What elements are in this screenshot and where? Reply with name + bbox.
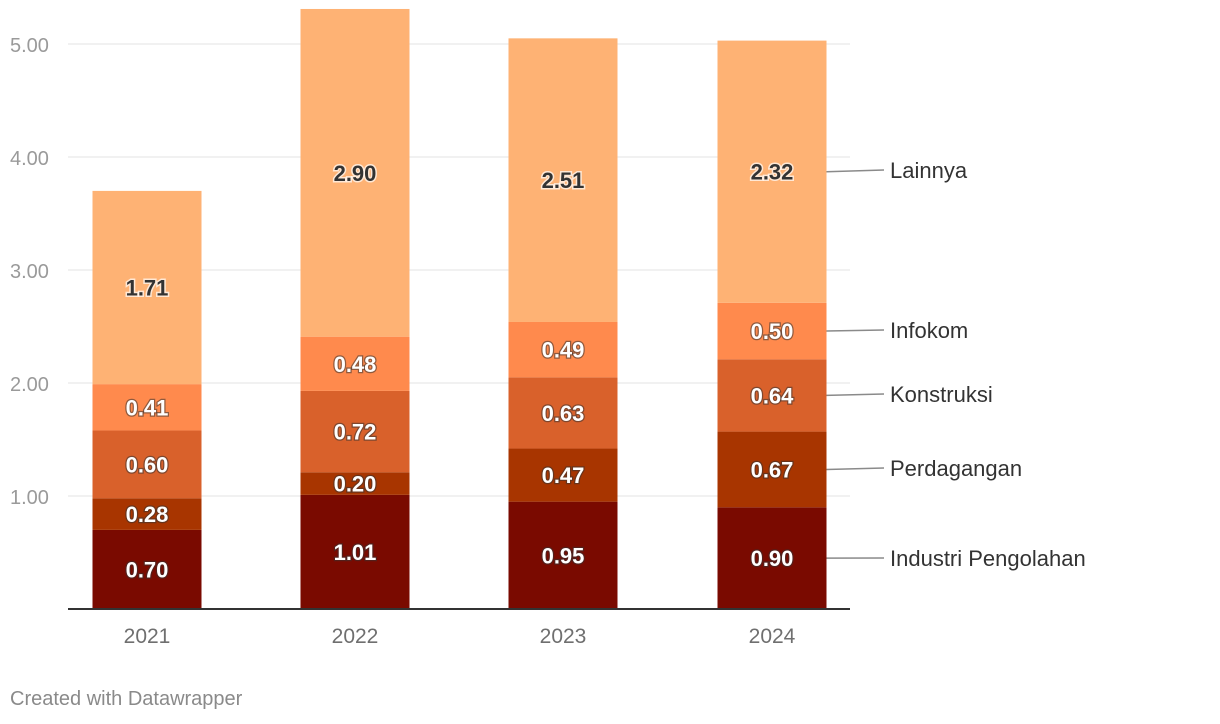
data-label: 0.28 (126, 502, 169, 527)
bar-segment-lainnya-2023 (508, 38, 618, 322)
bar-segment-infokom-2021 (92, 384, 202, 431)
bar-segment-konstruksi-2021 (92, 430, 202, 499)
legend-leader-line (826, 467, 885, 471)
data-label: 0.60 (126, 452, 169, 477)
x-tick-label: 2023 (540, 625, 587, 648)
bar-segment-industri-pengolahan-2024 (717, 507, 827, 609)
x-tick-label: 2021 (124, 625, 171, 648)
data-label: 0.90 (751, 546, 794, 571)
bar-segment-infokom-2024 (717, 302, 827, 360)
data-label: 0.47 (542, 463, 585, 488)
bar-segment-industri-pengolahan-2023 (508, 501, 618, 609)
bar-segment-industri-pengolahan-2022 (300, 494, 410, 609)
data-label: 0.67 (751, 457, 794, 482)
bar-segment-konstruksi-2022 (300, 390, 410, 473)
data-label: 2.32 (751, 160, 794, 185)
legend-label: Infokom (890, 318, 968, 343)
legend-leader-line (826, 393, 885, 397)
bar-segment-perdagangan-2021 (92, 498, 202, 530)
y-tick-label: 5.00 (10, 35, 49, 57)
bar-segment-lainnya-2021 (92, 190, 202, 385)
bar-segment-perdagangan-2023 (508, 448, 618, 502)
y-tick-label: 1.00 (10, 487, 49, 509)
data-label: 0.48 (334, 352, 377, 377)
y-tick-label: 2.00 (10, 374, 49, 396)
data-label: 0.41 (126, 395, 169, 420)
legend-leader-line (826, 329, 885, 332)
data-label: 0.70 (126, 557, 169, 582)
legend-label: Perdagangan (890, 456, 1022, 481)
bar-segment-perdagangan-2022 (300, 472, 410, 495)
y-tick-label: 4.00 (10, 148, 49, 170)
legend-label: Konstruksi (890, 382, 993, 407)
data-label: 1.01 (334, 540, 377, 565)
x-tick-label: 2022 (332, 625, 379, 648)
data-label: 2.51 (542, 168, 585, 193)
data-label: 1.71 (126, 276, 169, 301)
chart-svg: 1.00 2.00 3.00 4.00 5.00 0.70 1.01 0.95 0.90 0.28… (10, 8, 1086, 648)
legend-leader-line (826, 169, 885, 173)
bar-segment-infokom-2022 (300, 336, 410, 391)
data-label: 0.63 (542, 401, 585, 426)
data-label: 0.49 (542, 338, 585, 363)
y-tick-label: 3.00 (10, 261, 49, 283)
credit-text: Created with Datawrapper (10, 688, 243, 710)
data-label: 0.64 (751, 383, 795, 408)
bar-segment-industri-pengolahan-2021 (92, 529, 202, 609)
data-label: 0.50 (751, 319, 794, 344)
legend-label: Lainnya (890, 158, 968, 183)
bar-segment-infokom-2023 (508, 321, 618, 378)
bar-segment-lainnya-2022 (300, 8, 410, 337)
data-label: 2.90 (334, 161, 377, 186)
bar-segment-konstruksi-2024 (717, 359, 827, 432)
bar-segment-perdagangan-2024 (717, 431, 827, 508)
data-label: 0.72 (334, 420, 377, 445)
bar-segment-lainnya-2024 (717, 40, 827, 303)
data-label: 0.95 (542, 543, 585, 568)
bar-segment-konstruksi-2023 (508, 377, 618, 449)
legend-label: Industri Pengolahan (890, 546, 1086, 571)
x-tick-label: 2024 (749, 625, 796, 648)
data-label: 0.20 (334, 472, 377, 497)
